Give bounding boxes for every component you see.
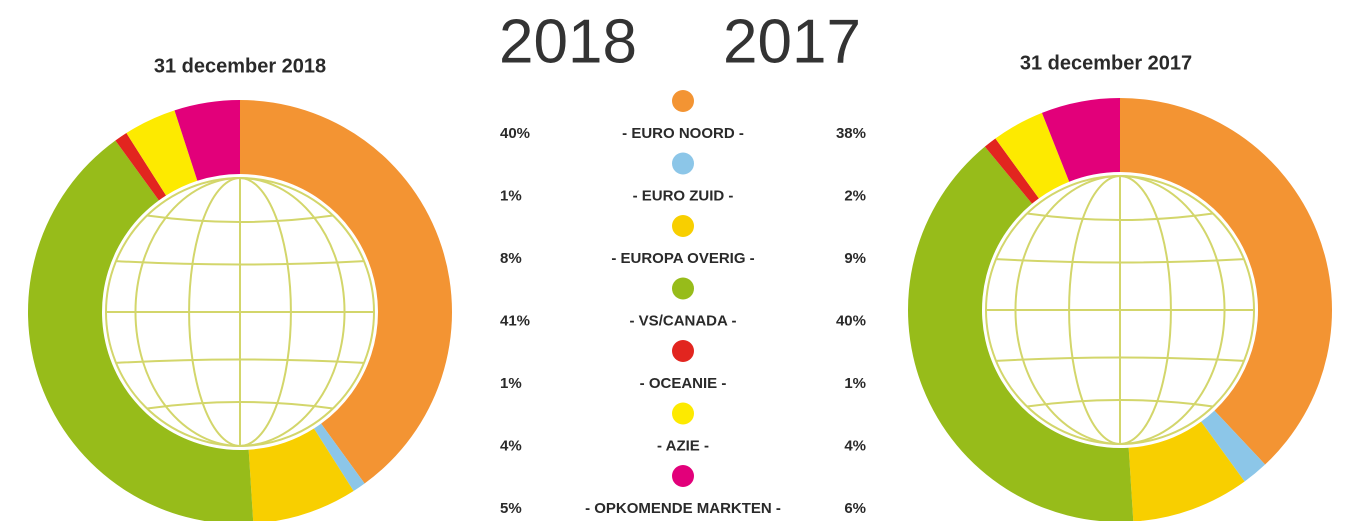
legend-label: - EURO ZUID - — [633, 187, 734, 204]
legend-swatch — [672, 277, 694, 300]
donut-segment — [995, 112, 1070, 199]
donut-segment — [908, 146, 1134, 521]
value-label: 5% — [500, 500, 522, 517]
legend-swatch — [672, 402, 694, 425]
legend-swatch — [672, 152, 694, 175]
globe-parallel — [1026, 212, 1214, 221]
donut-segment — [313, 423, 365, 491]
year-left: 2018 — [499, 7, 637, 76]
globe-parallel — [146, 214, 334, 223]
value-label: 40% — [500, 125, 530, 142]
globe-parallel — [1026, 399, 1214, 408]
donut-segment — [126, 110, 198, 196]
legend-label: - EUROPA OVERIG - — [611, 250, 754, 267]
value-label: 40% — [836, 312, 866, 329]
donut-segment — [28, 140, 254, 521]
globe-parallel — [995, 258, 1245, 264]
legend-swatch — [672, 465, 694, 487]
donut-segment — [1128, 421, 1245, 521]
chart-title: 31 december 2018 — [154, 55, 326, 77]
legend-label: - VS/CANADA - — [630, 312, 737, 329]
value-label: 6% — [844, 500, 866, 517]
value-label: 38% — [836, 125, 866, 142]
legend-label: - OCEANIE - — [640, 375, 727, 392]
donut-segment — [1201, 410, 1266, 482]
value-label: 4% — [844, 437, 866, 454]
value-label: 4% — [500, 437, 522, 454]
globe-parallel — [146, 401, 334, 410]
legend-label: - OPKOMENDE MARKTEN - — [585, 500, 781, 517]
value-label: 1% — [500, 187, 522, 204]
value-label: 41% — [500, 312, 530, 329]
year-right: 2017 — [723, 7, 861, 76]
legend-label: - AZIE - — [657, 437, 709, 454]
value-label: 1% — [844, 375, 866, 392]
legend-swatch — [672, 340, 694, 362]
donut-segment — [1041, 98, 1120, 182]
value-label: 9% — [844, 250, 866, 267]
legend-swatch — [672, 90, 694, 112]
chart-title: 31 december 2017 — [1020, 52, 1192, 74]
donut-segment — [115, 133, 167, 201]
legend-swatch — [672, 215, 694, 237]
globe-parallel — [115, 260, 365, 266]
globe-parallel — [995, 356, 1245, 362]
donut-segment — [174, 100, 240, 181]
legend-label: - EURO NOORD - — [622, 125, 744, 142]
value-label: 2% — [844, 187, 866, 204]
globe — [985, 175, 1255, 445]
donut-segment — [1120, 98, 1333, 465]
globe — [105, 177, 375, 447]
globe-parallel — [115, 358, 365, 364]
donut-segment — [248, 428, 354, 521]
donut-segment — [240, 100, 453, 484]
value-label: 8% — [500, 250, 522, 267]
donut-segment — [984, 138, 1039, 204]
value-label: 1% — [500, 375, 522, 392]
